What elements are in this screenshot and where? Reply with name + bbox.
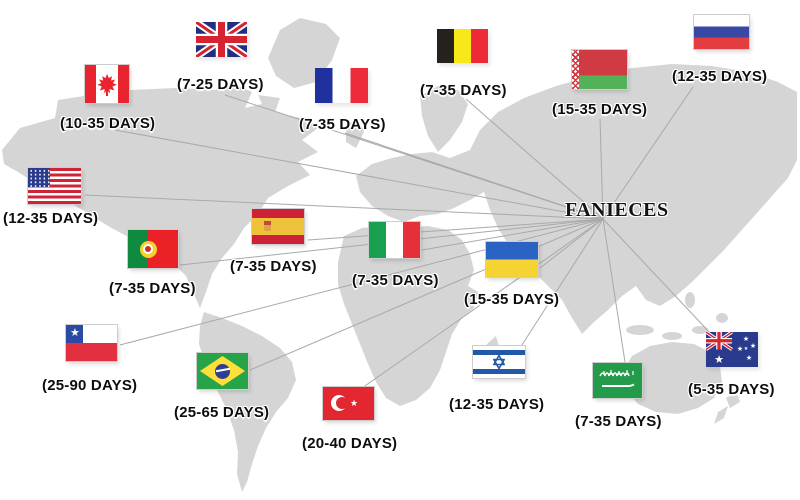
connector-lines (84, 86, 713, 389)
portugal-emblem-core (145, 246, 151, 252)
israel-days-label: (12-35 DAYS) (449, 396, 545, 413)
chile-days-label: (25-90 DAYS) (42, 377, 138, 394)
spain-days-label: (7-35 DAYS) (230, 258, 317, 275)
ukraine-flag-icon (486, 242, 538, 277)
russia-flag-icon (694, 15, 749, 49)
spain-coat-of-arms (264, 221, 271, 231)
australia-flag-icon: ★ ★ ★ ★ ★ ★ (706, 332, 758, 367)
russia-days-label: (12-35 DAYS) (672, 68, 768, 85)
united-states-days-label: (12-35 DAYS) (3, 210, 99, 227)
chile-canton (66, 325, 83, 343)
shahada-and-sword-icon (599, 370, 635, 387)
turkey-crescent-cutout (336, 397, 348, 409)
ukraine-days-label: (15-35 DAYS) (464, 291, 560, 308)
belgium-flag-icon (437, 29, 488, 63)
turkey-days-label: (20-40 DAYS) (302, 435, 398, 452)
chile-star-icon: ★ (70, 327, 80, 339)
brand-watermark: FANIECES (565, 199, 669, 221)
maple-leaf-icon (97, 73, 117, 96)
star-of-david-icon (493, 354, 505, 370)
chile-flag-icon: ★ (66, 325, 117, 361)
union-jack-icon (196, 22, 247, 57)
portugal-flag-icon (128, 230, 178, 268)
svg-text:★: ★ (714, 353, 724, 366)
united-kingdom-flag-icon (196, 22, 247, 57)
france-flag-icon (315, 68, 368, 103)
turkey-flag-icon: ★ (323, 387, 374, 420)
canada-flag-icon (85, 65, 129, 103)
portugal-days-label: (7-35 DAYS) (109, 280, 196, 297)
svg-text:★: ★ (750, 342, 756, 350)
saudi-arabia-days-label: (7-35 DAYS) (575, 413, 662, 430)
belarus-flag-icon (572, 50, 627, 89)
belgium-days-label: (7-35 DAYS) (420, 82, 507, 99)
turkey-star-icon: ★ (350, 398, 359, 408)
australia-days-label: (5-35 DAYS) (688, 381, 775, 398)
svg-text:★: ★ (746, 354, 752, 362)
brazil-flag-icon (197, 353, 248, 389)
svg-text:★: ★ (744, 346, 749, 352)
brazil-days-label: (25-65 DAYS) (174, 404, 270, 421)
united-kingdom-days-label: (7-25 DAYS) (177, 76, 264, 93)
united-states-flag-icon (28, 168, 81, 204)
canada-days-label: (10-35 DAYS) (60, 115, 156, 132)
australia-flag-art: ★ ★ ★ ★ ★ ★ (706, 332, 758, 367)
svg-text:★: ★ (737, 345, 743, 353)
spain-flag-icon (252, 209, 304, 244)
israel-flag-icon (473, 346, 525, 378)
italy-days-label: (7-35 DAYS) (352, 272, 439, 289)
saudi-arabia-flag-icon (593, 363, 642, 398)
italy-flag-icon (369, 222, 420, 258)
svg-text:★: ★ (743, 335, 749, 343)
us-star-canton (28, 168, 50, 188)
belarus-days-label: (15-35 DAYS) (552, 101, 648, 118)
belarus-ornament-strip (572, 50, 579, 89)
france-days-label: (7-35 DAYS) (299, 116, 386, 133)
